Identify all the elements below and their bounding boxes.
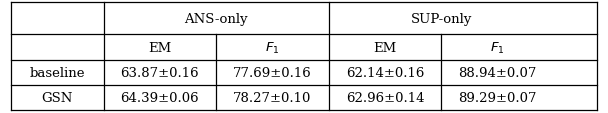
Text: 77.69±0.16: 77.69±0.16 — [233, 66, 312, 79]
Text: 62.14±0.16: 62.14±0.16 — [346, 66, 424, 79]
Text: SUP-only: SUP-only — [410, 13, 472, 26]
Text: 62.96±0.14: 62.96±0.14 — [345, 91, 424, 104]
Text: baseline: baseline — [30, 66, 85, 79]
Text: ANS-only: ANS-only — [184, 13, 248, 26]
Text: $F_1$: $F_1$ — [490, 40, 505, 55]
Text: EM: EM — [148, 41, 171, 54]
Text: 78.27±0.10: 78.27±0.10 — [233, 91, 311, 104]
Text: EM: EM — [373, 41, 396, 54]
Text: 63.87±0.16: 63.87±0.16 — [120, 66, 199, 79]
Text: $F_1$: $F_1$ — [265, 40, 280, 55]
Text: GSN: GSN — [41, 91, 73, 104]
Text: 64.39±0.06: 64.39±0.06 — [120, 91, 199, 104]
Text: 89.29±0.07: 89.29±0.07 — [458, 91, 537, 104]
Text: 88.94±0.07: 88.94±0.07 — [458, 66, 537, 79]
